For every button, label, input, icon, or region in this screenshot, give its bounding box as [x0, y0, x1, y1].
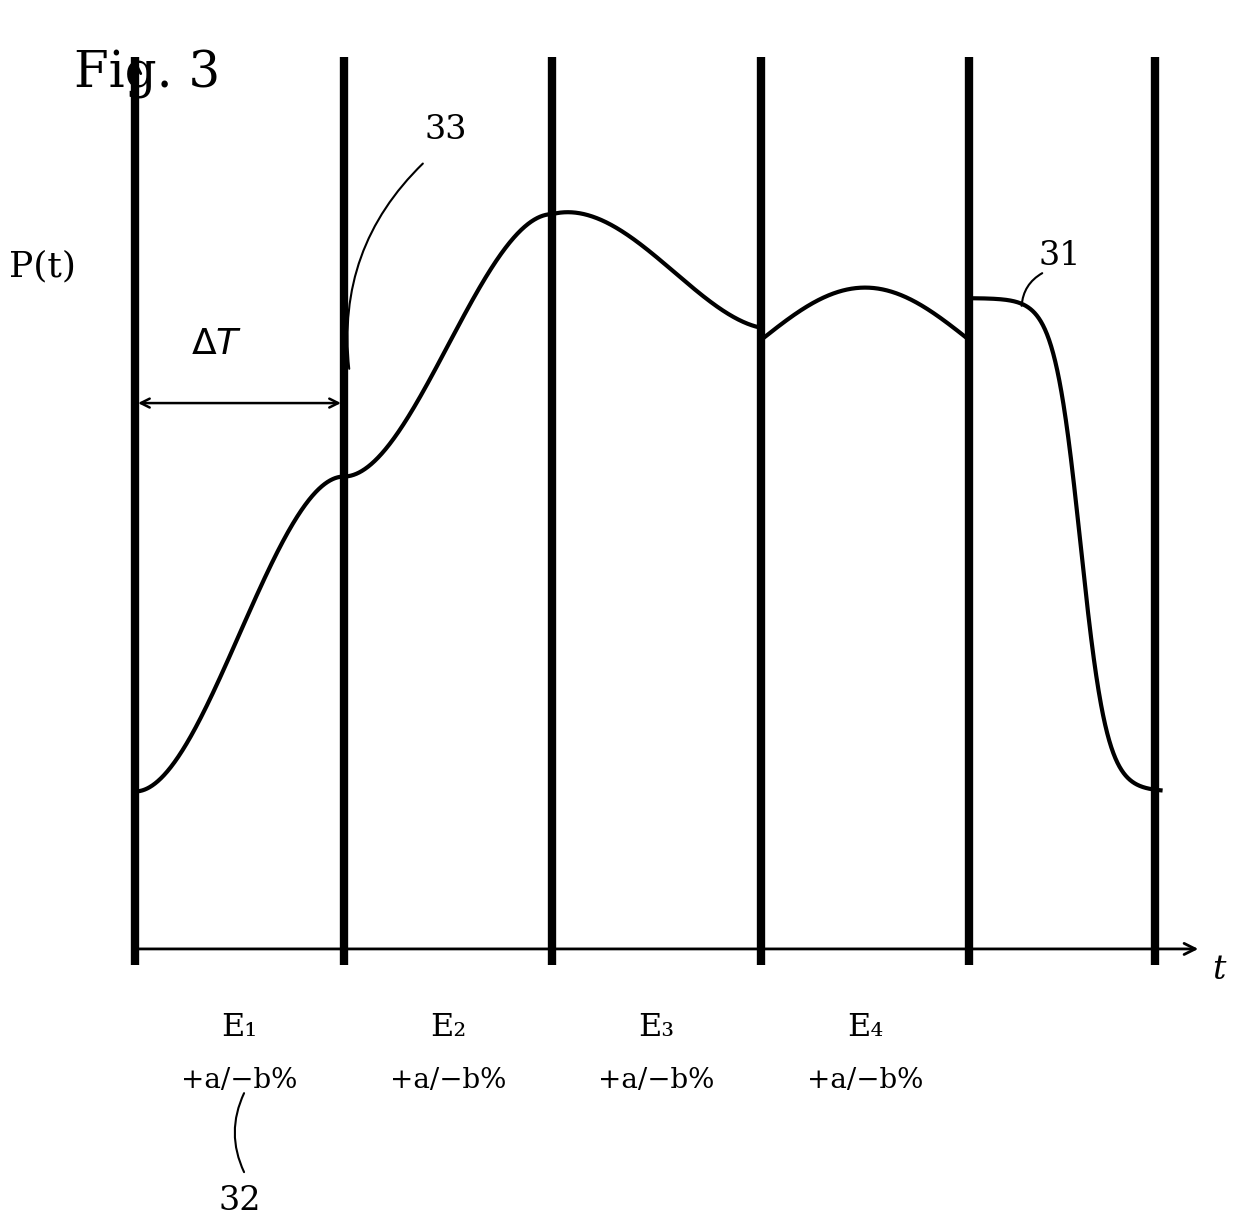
Text: $\Delta T$: $\Delta T$: [191, 328, 242, 361]
Text: 33: 33: [425, 114, 467, 146]
Text: +a/−b%: +a/−b%: [389, 1066, 506, 1093]
Text: +a/−b%: +a/−b%: [599, 1066, 714, 1093]
Text: 32: 32: [218, 1185, 260, 1217]
Text: E₁: E₁: [222, 1012, 258, 1043]
Text: Fig. 3: Fig. 3: [74, 49, 221, 98]
Text: E₂: E₂: [430, 1012, 466, 1043]
Text: E₄: E₄: [847, 1012, 883, 1043]
Text: +a/−b%: +a/−b%: [807, 1066, 924, 1093]
Text: 31: 31: [1039, 240, 1081, 272]
Text: t: t: [1211, 953, 1225, 987]
Text: +a/−b%: +a/−b%: [181, 1066, 298, 1093]
Text: P(t): P(t): [9, 249, 76, 283]
Text: E₃: E₃: [639, 1012, 675, 1043]
